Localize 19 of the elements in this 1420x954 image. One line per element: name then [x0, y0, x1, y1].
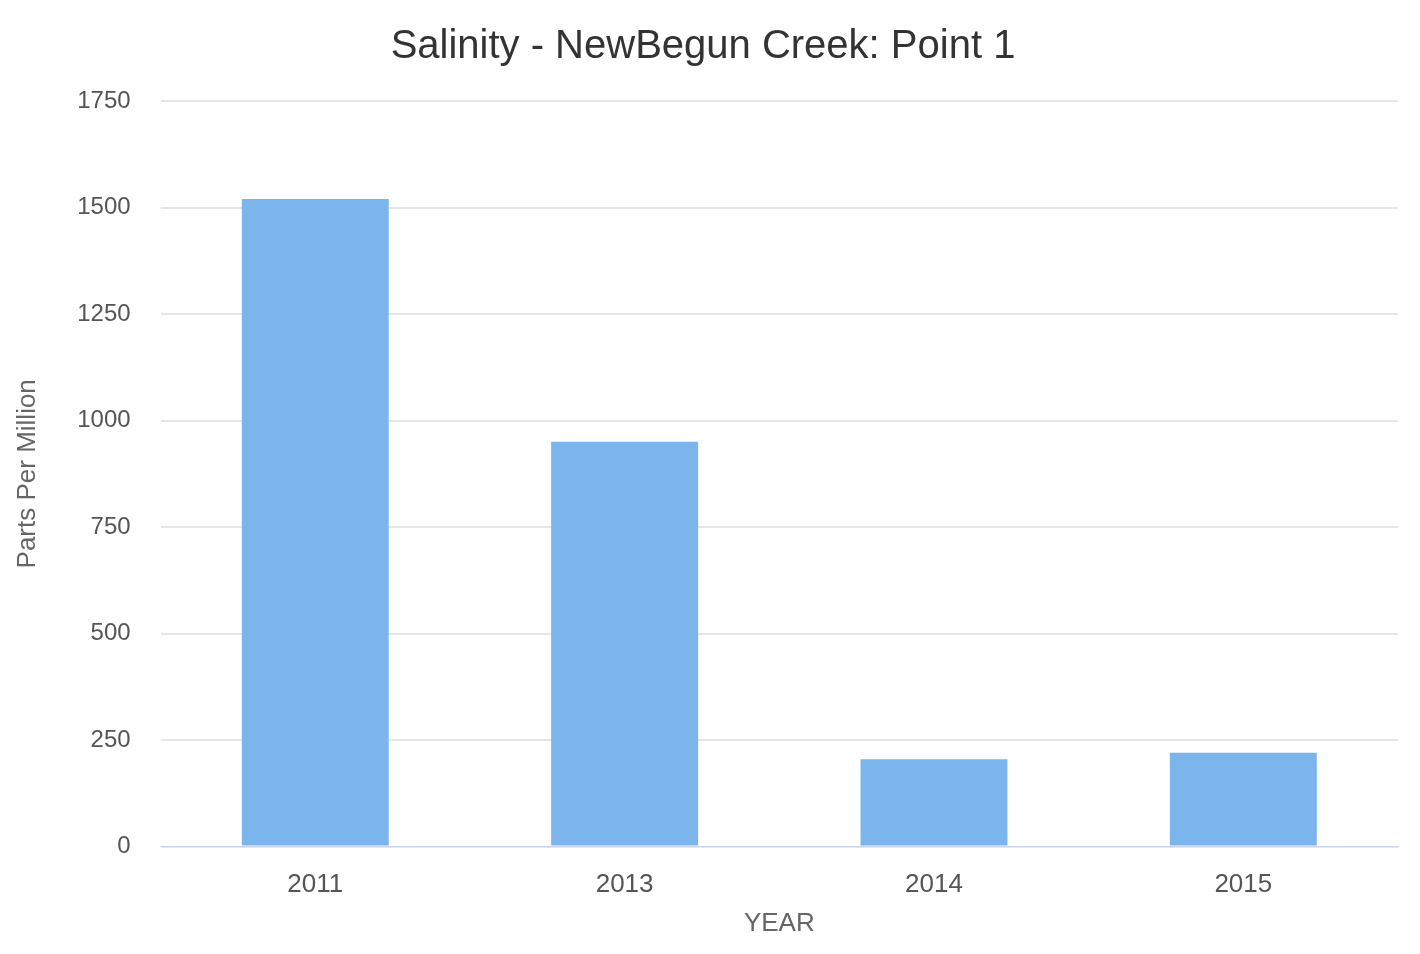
y-tick-label: 250 [90, 724, 131, 752]
y-tick-label: 1000 [77, 405, 131, 433]
chart-title: Salinity - NewBegun Creek: Point 1 [390, 22, 1016, 67]
y-tick-label: 1750 [77, 85, 131, 113]
y-tick-label: 750 [90, 511, 131, 539]
x-tick-label: 2013 [595, 868, 654, 899]
y-axis-title: Parts Per Million [10, 379, 41, 569]
y-tick-label: 0 [117, 831, 131, 859]
x-tick-label: 2014 [905, 868, 963, 899]
y-tick-label: 1500 [77, 192, 131, 220]
bar [1169, 752, 1317, 846]
bar [860, 759, 1008, 846]
bar [241, 198, 389, 846]
y-tick-label: 1250 [77, 298, 131, 326]
bar [551, 441, 699, 846]
x-tick-label: 2011 [287, 868, 344, 899]
x-axis-title: YEAR [743, 906, 815, 937]
x-tick-label: 2015 [1214, 868, 1273, 899]
y-tick-label: 500 [90, 618, 131, 646]
